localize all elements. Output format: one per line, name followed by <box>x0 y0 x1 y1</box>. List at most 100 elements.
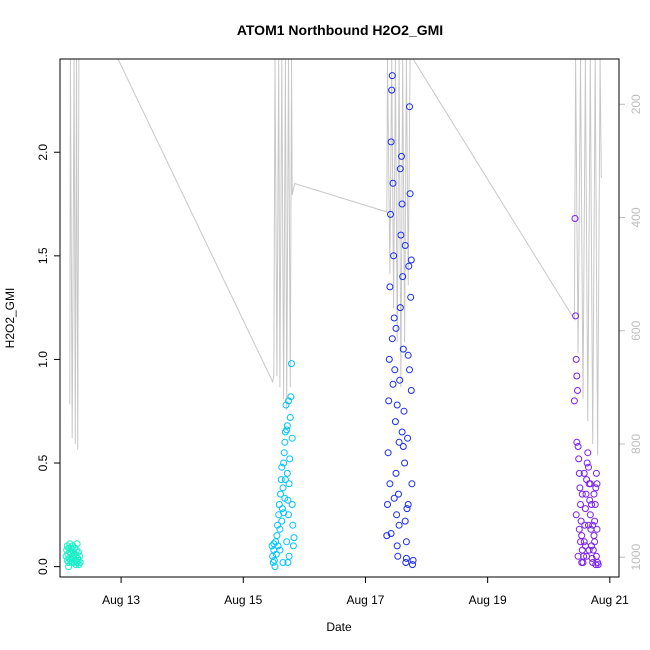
y-tick-label: 2.0 <box>36 144 50 161</box>
data-point <box>588 501 595 508</box>
chart-title: ATOM1 Northbound H2O2_GMI <box>237 22 443 38</box>
data-point <box>283 422 291 430</box>
data-point <box>285 397 292 405</box>
secondary-y-tick-label: 1000 <box>629 544 643 571</box>
data-point <box>288 501 296 508</box>
data-point <box>386 283 394 291</box>
data-point <box>389 380 397 388</box>
data-point <box>402 559 410 566</box>
data-point <box>278 517 286 525</box>
data-point <box>571 215 579 222</box>
data-point <box>401 242 409 249</box>
y-tick-label: 0.5 <box>36 454 50 471</box>
data-point <box>591 517 599 525</box>
data-point <box>575 455 583 463</box>
data-point <box>404 434 412 442</box>
data-point <box>275 501 283 508</box>
data-point <box>390 314 398 322</box>
data-point <box>409 556 417 564</box>
data-point <box>591 538 599 546</box>
data-point <box>65 563 73 571</box>
data-point <box>585 546 593 554</box>
data-point <box>577 517 585 525</box>
data-point <box>586 480 594 488</box>
pressure-trace-layer <box>69 59 602 456</box>
data-point <box>390 494 398 502</box>
data-point <box>401 517 409 525</box>
data-point <box>585 463 592 471</box>
data-point <box>388 86 396 94</box>
data-point <box>583 459 591 467</box>
data-point <box>594 561 602 569</box>
data-point <box>286 455 294 463</box>
data-point <box>283 426 291 434</box>
data-point <box>589 546 597 554</box>
data-point <box>395 490 402 498</box>
data-point <box>385 397 393 405</box>
data-point <box>273 532 281 540</box>
data-point <box>280 459 288 467</box>
data-point <box>407 293 415 301</box>
data-point <box>570 397 578 405</box>
y-tick-label: 1.5 <box>36 247 50 264</box>
data-point <box>398 152 405 160</box>
data-point <box>407 387 415 394</box>
data-point <box>283 469 291 477</box>
data-point <box>393 401 401 409</box>
x-tick-label: Aug 19 <box>469 593 507 607</box>
data-point <box>582 490 590 498</box>
data-point <box>575 525 583 533</box>
data-point <box>572 355 580 363</box>
data-points-layer <box>62 72 602 571</box>
data-point <box>590 532 598 540</box>
data-point <box>383 532 391 540</box>
data-point <box>593 525 601 533</box>
data-point <box>392 469 400 477</box>
data-point <box>406 366 413 374</box>
data-point <box>388 335 396 343</box>
data-point <box>572 312 580 320</box>
data-point <box>576 484 584 492</box>
data-point <box>276 525 284 533</box>
x-tick-label: Aug 17 <box>346 593 384 607</box>
data-point <box>277 476 285 484</box>
data-point <box>274 542 282 550</box>
data-point <box>289 542 297 550</box>
data-point <box>592 469 600 477</box>
x-tick-label: Aug 13 <box>102 593 140 607</box>
data-point <box>289 521 297 529</box>
data-point <box>271 563 279 571</box>
data-point <box>573 438 581 446</box>
data-point <box>384 501 391 508</box>
data-point <box>402 554 410 562</box>
data-point <box>288 360 295 368</box>
axes-layer: 0.0 0.5 1.0 1.5 2.0 Aug 13 Aug 15 Aug 17 Aug 19 A… <box>36 94 643 607</box>
data-point <box>592 552 600 560</box>
data-point <box>401 459 409 467</box>
data-point <box>573 372 581 380</box>
data-point <box>398 428 406 436</box>
x-tick-label: Aug 21 <box>591 593 629 607</box>
data-point <box>578 490 586 498</box>
y-tick-label: 1.0 <box>36 351 50 368</box>
data-point <box>388 72 396 80</box>
data-point <box>578 546 586 554</box>
data-point <box>592 561 600 569</box>
data-point <box>583 552 591 560</box>
data-point <box>73 540 81 548</box>
data-point <box>399 443 407 450</box>
plot-frame <box>59 58 620 578</box>
data-point <box>281 476 289 484</box>
data-point <box>580 538 588 546</box>
data-point <box>403 505 411 513</box>
y-tick-label: 0.0 <box>36 558 50 575</box>
data-point <box>584 449 592 457</box>
data-point <box>578 559 586 566</box>
data-point <box>74 556 82 564</box>
data-point <box>393 542 401 550</box>
data-point <box>575 469 583 477</box>
data-point <box>387 210 394 218</box>
data-point <box>577 501 584 508</box>
data-point <box>280 449 288 457</box>
